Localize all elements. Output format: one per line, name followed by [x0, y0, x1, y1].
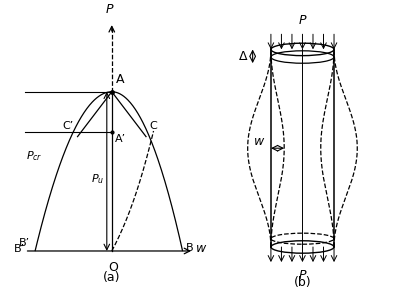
Text: A’: A’	[115, 134, 126, 144]
Text: B: B	[186, 243, 193, 253]
Text: $P_{cr}$: $P_{cr}$	[26, 150, 43, 163]
Text: P: P	[298, 14, 305, 27]
Text: w: w	[254, 135, 264, 148]
Text: $P_u$: $P_u$	[91, 172, 104, 186]
Text: A: A	[115, 73, 124, 86]
Text: C’: C’	[62, 121, 74, 131]
Text: (b): (b)	[293, 276, 311, 289]
Text: B’: B’	[19, 238, 30, 248]
Text: B’: B’	[13, 244, 25, 254]
Text: O: O	[108, 261, 118, 274]
Text: w: w	[195, 241, 206, 255]
Text: (a): (a)	[103, 271, 120, 284]
Text: Δ: Δ	[239, 50, 247, 63]
Text: P: P	[105, 3, 113, 16]
Text: P: P	[298, 269, 305, 282]
Text: C: C	[149, 121, 157, 131]
